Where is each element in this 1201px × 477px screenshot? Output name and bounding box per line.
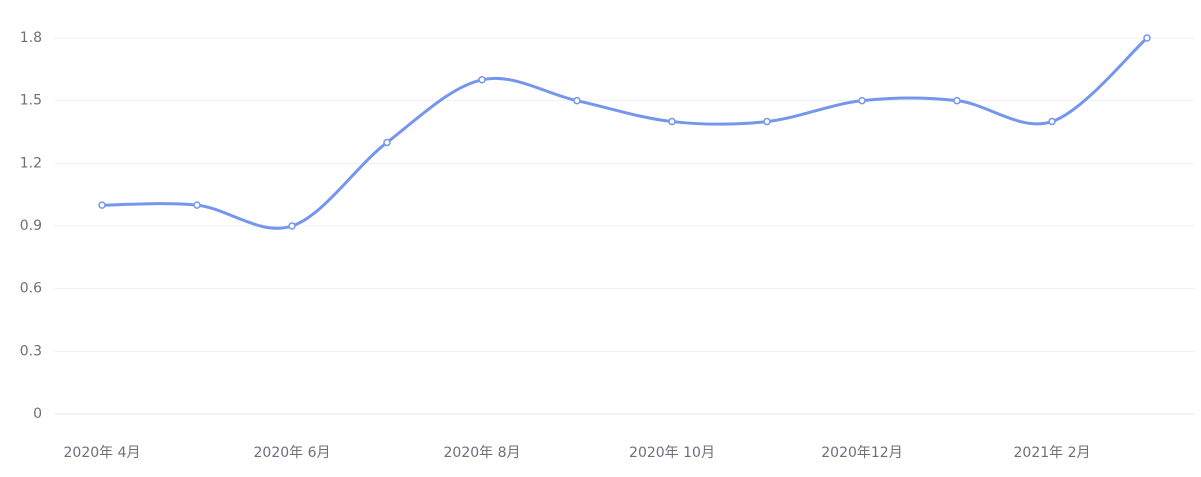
y-tick-label: 0.3 bbox=[20, 343, 42, 359]
y-tick-label: 1.2 bbox=[20, 155, 42, 171]
point bbox=[478, 76, 486, 84]
point bbox=[1048, 117, 1056, 126]
point bbox=[953, 96, 961, 105]
x-tick-label: 2020年 8月 bbox=[444, 445, 521, 461]
point bbox=[383, 138, 391, 147]
point bbox=[763, 117, 771, 126]
x-tick-label: 2021年 2月 bbox=[1014, 445, 1091, 461]
point bbox=[668, 117, 676, 126]
y-tick-label: 1.8 bbox=[20, 30, 42, 46]
y-tick-label: 0 bbox=[33, 406, 42, 422]
y-tick-label: 0.9 bbox=[20, 218, 42, 234]
y-tick-label: 1.5 bbox=[20, 93, 42, 109]
point bbox=[573, 96, 581, 105]
point bbox=[858, 96, 866, 105]
x-tick-label: 2020年12月 bbox=[821, 445, 902, 461]
y-tick-label: 0.6 bbox=[20, 281, 42, 297]
x-tick-label: 2020年 10月 bbox=[629, 445, 715, 461]
x-tick-label: 2020年 6月 bbox=[254, 445, 331, 461]
line bbox=[101, 36, 1148, 230]
point bbox=[1143, 34, 1151, 42]
point bbox=[193, 201, 201, 209]
point bbox=[98, 201, 106, 209]
point bbox=[288, 222, 296, 230]
x-tick-label: 2020年 4月 bbox=[64, 445, 141, 461]
